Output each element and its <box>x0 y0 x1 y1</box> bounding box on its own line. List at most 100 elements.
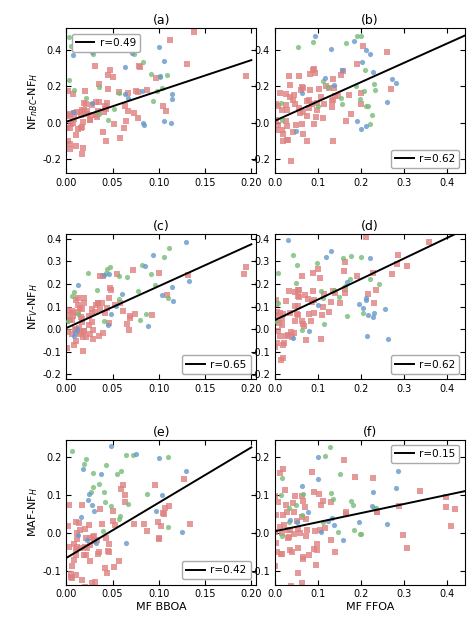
Point <box>76 303 84 313</box>
Point <box>324 82 332 92</box>
Point <box>292 126 300 136</box>
Point <box>73 295 80 305</box>
Point <box>442 502 450 512</box>
Point <box>277 355 285 365</box>
Point <box>160 116 168 126</box>
Point <box>366 49 374 59</box>
Point <box>279 309 286 319</box>
Point <box>77 543 85 553</box>
Point <box>329 286 337 296</box>
Point <box>335 527 342 537</box>
Point <box>107 285 114 295</box>
Point <box>67 569 75 579</box>
Point <box>362 121 369 131</box>
Point <box>321 451 329 461</box>
Point <box>66 123 74 133</box>
Point <box>74 279 82 289</box>
Point <box>89 532 96 542</box>
Point <box>90 532 98 542</box>
Point <box>318 334 325 344</box>
Point <box>168 88 175 99</box>
Point <box>157 521 164 532</box>
Point <box>104 546 112 556</box>
Point <box>305 550 312 560</box>
Point <box>290 95 297 105</box>
Point <box>102 135 110 145</box>
Point <box>293 518 301 528</box>
Point <box>83 535 91 545</box>
Point <box>318 310 326 320</box>
Point <box>79 117 87 127</box>
Point <box>91 506 98 516</box>
Point <box>102 533 110 544</box>
Point <box>279 314 286 324</box>
Point <box>136 61 143 71</box>
Point <box>321 73 328 83</box>
Point <box>346 274 354 284</box>
X-axis label: MF FFOA: MF FFOA <box>346 602 394 612</box>
Point <box>180 474 188 484</box>
Point <box>284 525 292 535</box>
Point <box>303 95 310 106</box>
Point <box>328 102 336 112</box>
Point <box>272 509 280 520</box>
Y-axis label: NF$_{nBC}$-NF$_H$: NF$_{nBC}$-NF$_H$ <box>26 72 40 130</box>
Point <box>299 552 307 562</box>
Point <box>286 516 294 526</box>
Point <box>70 554 77 564</box>
Point <box>425 237 432 247</box>
Point <box>155 267 163 277</box>
Point <box>314 539 321 549</box>
Point <box>196 425 203 435</box>
Point <box>182 59 190 69</box>
Point <box>320 99 328 109</box>
Point <box>384 334 392 344</box>
Point <box>362 293 369 303</box>
Point <box>294 523 301 533</box>
Point <box>298 578 306 588</box>
Point <box>294 42 302 52</box>
Point <box>370 78 378 88</box>
Title: (b): (b) <box>361 15 379 27</box>
Point <box>327 245 335 255</box>
Point <box>94 298 102 308</box>
Point <box>308 296 316 307</box>
Point <box>79 122 86 132</box>
Point <box>76 525 84 535</box>
Point <box>286 92 293 102</box>
Point <box>71 287 78 297</box>
Point <box>88 99 96 109</box>
Point <box>98 298 106 308</box>
Point <box>179 527 186 537</box>
Point <box>169 282 176 292</box>
Point <box>339 66 346 76</box>
Point <box>243 71 250 81</box>
Point <box>122 116 130 126</box>
Point <box>169 296 177 307</box>
Point <box>151 480 159 490</box>
Point <box>347 251 355 261</box>
Point <box>349 500 357 510</box>
Point <box>403 543 410 553</box>
Point <box>91 577 99 587</box>
Point <box>96 504 104 514</box>
Point <box>299 325 306 335</box>
Point <box>313 106 320 116</box>
Point <box>166 35 174 45</box>
Point <box>117 298 124 308</box>
Point <box>314 453 322 463</box>
Point <box>111 119 118 129</box>
Point <box>95 480 102 490</box>
Point <box>164 70 171 80</box>
Point <box>118 466 125 477</box>
Point <box>288 547 296 557</box>
Point <box>329 95 337 105</box>
Point <box>312 559 319 569</box>
Point <box>87 487 95 497</box>
Point <box>87 540 94 550</box>
Point <box>337 93 345 103</box>
Point <box>64 315 71 325</box>
Point <box>372 285 380 295</box>
Point <box>65 542 73 552</box>
Point <box>303 136 310 146</box>
